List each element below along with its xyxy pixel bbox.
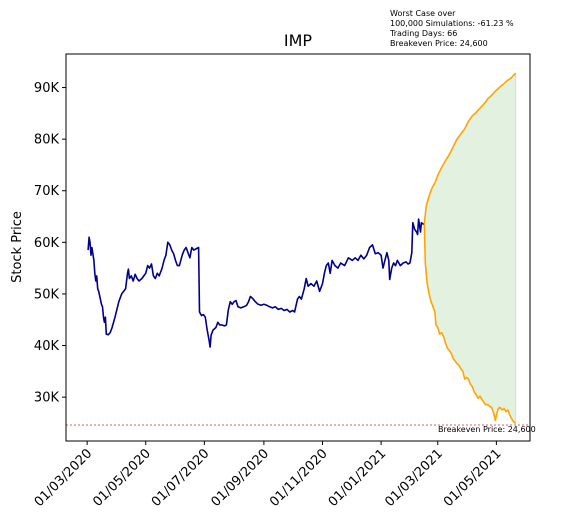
- simulation-range-fill: [424, 73, 516, 424]
- y-axis: 30K 40K 50K 60K 70K 80K 90K: [34, 81, 66, 406]
- breakeven-label: Breakeven Price: 24,600: [438, 425, 536, 434]
- axes-frame: [65, 53, 531, 442]
- annotation-line-2: 100,000 Simulations: -61.23 %: [390, 19, 514, 28]
- chart-title: IMP: [284, 31, 313, 50]
- y-tick-label: 60K: [34, 236, 60, 251]
- y-tick-label: 70K: [34, 184, 60, 199]
- y-tick-label: 40K: [34, 339, 60, 354]
- annotation-line-4: Breakeven Price: 24,600: [390, 39, 488, 48]
- history-price-line: [87, 218, 425, 348]
- simulation-lower-line: [423, 223, 517, 425]
- annotation-line-1: Worst Case over: [390, 9, 456, 18]
- simulation-upper-line: [423, 72, 517, 224]
- y-tick-label: 30K: [34, 391, 60, 406]
- y-tick-label: 80K: [34, 133, 60, 148]
- worst-case-annotation: Worst Case over 100,000 Simulations: -61…: [389, 9, 514, 48]
- y-tick-label: 50K: [34, 287, 60, 302]
- plot-area: [66, 72, 530, 426]
- y-tick-label: 90K: [34, 81, 60, 96]
- annotation-line-3: Trading Days: 66: [389, 29, 457, 38]
- y-axis-label: Stock Price: [10, 211, 25, 283]
